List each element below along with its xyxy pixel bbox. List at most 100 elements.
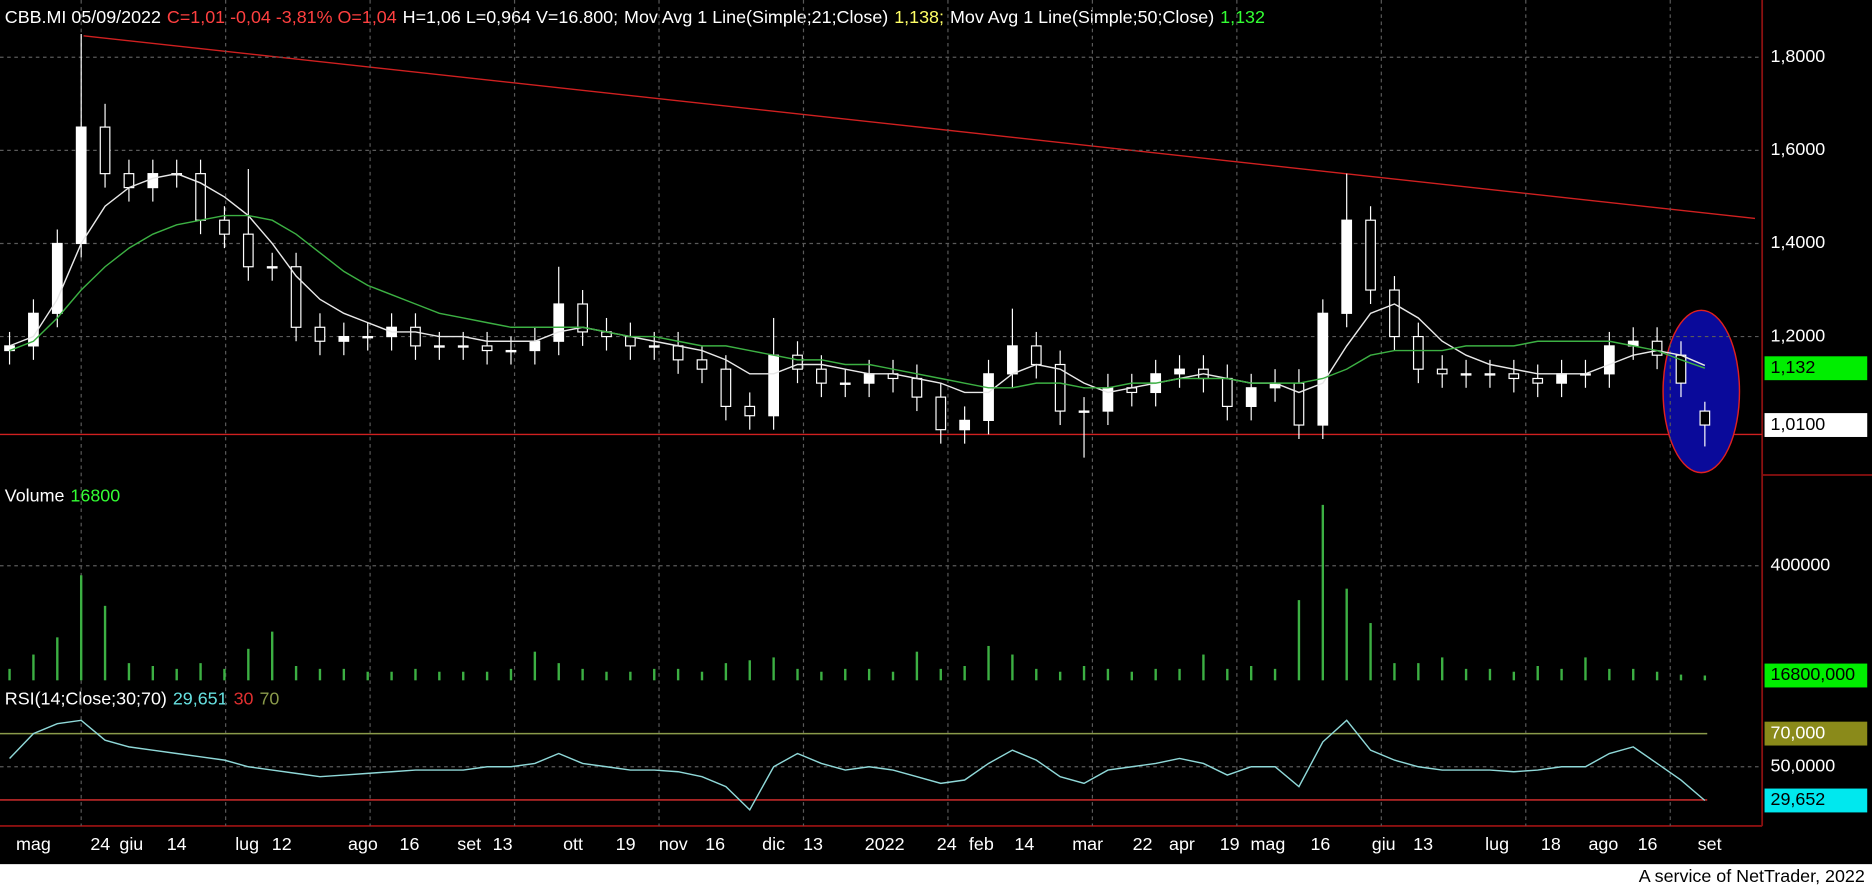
candle-body — [338, 335, 350, 342]
candle-body — [75, 126, 87, 245]
volume-bar — [533, 651, 537, 681]
x-tick-label: 14 — [1014, 834, 1034, 854]
volume-bar — [1536, 666, 1539, 681]
value-box — [1764, 663, 1868, 688]
level-label: 70 — [259, 688, 279, 708]
volume-bar — [605, 671, 608, 681]
volume-bar — [1512, 671, 1516, 681]
candle-body — [410, 326, 421, 347]
volume-bar — [1011, 654, 1014, 681]
candle-body — [768, 354, 780, 417]
volume-bar — [1417, 663, 1420, 681]
volume-bar — [1154, 668, 1157, 681]
volume-bar — [151, 666, 155, 681]
volume-bar — [1130, 671, 1133, 681]
volume-bar — [844, 668, 847, 681]
volume-bar — [1488, 668, 1492, 681]
candle-body — [1245, 387, 1257, 408]
volume-bar — [485, 671, 489, 681]
candle-body — [1007, 345, 1018, 375]
volume-bar — [199, 663, 202, 681]
volume-bar — [915, 651, 919, 681]
candle-body — [1317, 312, 1329, 426]
legend-entry: Mov Avg 1 Line(Simple;50;Close) — [950, 7, 1214, 27]
candle-body — [696, 359, 708, 370]
x-tick-label: apr — [1169, 834, 1195, 854]
candle-body — [99, 126, 111, 175]
candle-body — [553, 303, 565, 342]
candle-body — [195, 173, 206, 221]
volume-bar — [939, 668, 942, 681]
x-tick-label: lug — [1485, 834, 1509, 854]
volume-bar — [820, 671, 823, 681]
x-tick-label: 13 — [493, 834, 513, 854]
x-tick-label: set — [457, 834, 481, 854]
value-box — [1764, 788, 1868, 813]
x-tick-label: ott — [563, 834, 583, 854]
volume-bar — [127, 663, 131, 681]
candle-body — [1508, 373, 1520, 380]
volume-bar — [414, 668, 417, 681]
candle-body — [983, 373, 994, 421]
volume-bar — [700, 671, 704, 681]
volume-bar — [1297, 600, 1301, 681]
candle-body — [816, 368, 827, 384]
y-tick-label: 400000 — [1771, 554, 1831, 574]
candle-body — [1174, 368, 1185, 375]
trend-line — [83, 35, 1756, 220]
x-tick-label: feb — [969, 834, 994, 854]
x-tick-label: mar — [1072, 834, 1103, 854]
volume-bar — [963, 666, 966, 681]
volume-bar — [56, 637, 59, 681]
volume-bar — [294, 666, 298, 681]
volume-bar — [390, 671, 393, 681]
x-tick-label: 18 — [1541, 834, 1561, 854]
volume-bar — [1441, 657, 1444, 681]
volume-bar — [318, 668, 322, 681]
level-label: 30 — [234, 688, 254, 708]
volume-bar — [342, 668, 346, 681]
highlight-ellipse — [1662, 309, 1741, 474]
x-tick-label: 19 — [616, 834, 636, 854]
candle-body — [505, 349, 517, 353]
volume-bar — [79, 575, 83, 681]
x-tick-label: dic — [762, 834, 785, 854]
value-box-label: 1,0100 — [1771, 414, 1826, 434]
volume-bar — [247, 648, 250, 681]
candle-body — [147, 173, 159, 189]
footer: A service of NetTrader, 2022 — [1639, 866, 1865, 886]
value-box-label: 70,000 — [1771, 722, 1826, 742]
layout — [0, 0, 1872, 827]
candle-body — [457, 345, 469, 348]
candle-body — [1054, 363, 1066, 412]
volume-bar — [867, 668, 871, 681]
volume-bar — [796, 668, 799, 681]
volume-bar — [1464, 668, 1468, 681]
volume-bar — [891, 671, 895, 681]
x-tick-label: 22 — [1133, 834, 1153, 854]
volume-bar — [1584, 657, 1587, 681]
volume-bar — [676, 668, 680, 681]
legend-value: 1,138; — [894, 7, 944, 27]
volume-bar — [438, 671, 441, 681]
candle-body — [1030, 345, 1042, 366]
candle-body — [1556, 373, 1567, 384]
x-tick-label: 2022 — [865, 834, 905, 854]
x-tick-label: giu — [1372, 834, 1396, 854]
candle-body — [290, 266, 302, 328]
volume-bar — [1560, 668, 1563, 681]
volume-bar — [653, 668, 656, 681]
x-tick-label: mag — [16, 834, 51, 854]
volume-bar — [1393, 663, 1396, 681]
volume-bar — [772, 657, 775, 681]
volume-bar — [1679, 674, 1683, 681]
volume-bar — [1608, 668, 1611, 681]
x-tick-label: 13 — [1413, 834, 1433, 854]
value-box-label: 16800,000 — [1771, 664, 1856, 684]
volume-bar — [724, 663, 728, 681]
candle-body — [911, 377, 923, 398]
price-header: CBB.MI 05/09/2022 C=1,01 -0,04 -3,81% O=1… — [5, 7, 1265, 27]
background — [0, 0, 1872, 864]
legend-entry: Mov Avg 1 Line(Simple;21;Close) — [624, 7, 888, 27]
